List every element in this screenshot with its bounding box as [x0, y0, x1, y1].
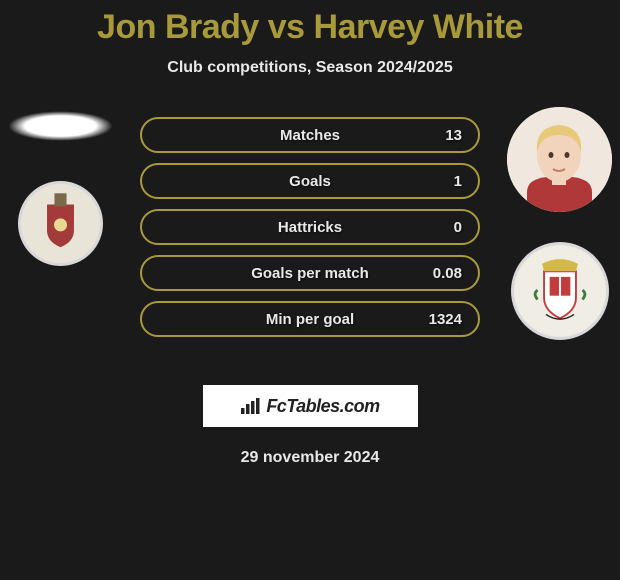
stat-label: Matches — [280, 127, 340, 144]
right-club-crest — [511, 242, 609, 340]
brand-text: FcTables.com — [266, 396, 379, 417]
stat-value-right: 0.08 — [433, 265, 462, 282]
main-area: Matches 13 Goals 1 Hattricks 0 Goals per… — [0, 117, 620, 367]
page-title: Jon Brady vs Harvey White — [0, 8, 620, 47]
stat-label: Goals — [289, 173, 331, 190]
player-face-icon — [507, 107, 612, 212]
brand-box[interactable]: FcTables.com — [203, 385, 418, 427]
bar-chart-icon — [240, 397, 262, 415]
stat-value-right: 1324 — [429, 311, 462, 328]
stat-value-right: 13 — [445, 127, 462, 144]
comparison-card: Jon Brady vs Harvey White Club competiti… — [0, 0, 620, 467]
stat-row-goals-per-match: Goals per match 0.08 — [140, 255, 480, 291]
right-player-photo — [507, 107, 612, 212]
left-player-photo-placeholder — [8, 111, 113, 141]
stat-row-matches: Matches 13 — [140, 117, 480, 153]
date-text: 29 november 2024 — [0, 449, 620, 467]
stat-value-right: 0 — [454, 219, 462, 236]
crest-icon — [21, 184, 100, 263]
left-club-crest — [18, 181, 103, 266]
right-player-column — [507, 107, 612, 340]
subtitle: Club competitions, Season 2024/2025 — [0, 59, 620, 77]
left-player-column — [8, 107, 113, 266]
stat-label: Min per goal — [266, 311, 354, 328]
stat-row-hattricks: Hattricks 0 — [140, 209, 480, 245]
stat-value-right: 1 — [454, 173, 462, 190]
stat-row-goals: Goals 1 — [140, 163, 480, 199]
stat-label: Hattricks — [278, 219, 342, 236]
crest-icon — [514, 245, 606, 337]
stat-label: Goals per match — [251, 265, 369, 282]
stat-row-min-per-goal: Min per goal 1324 — [140, 301, 480, 337]
stats-list: Matches 13 Goals 1 Hattricks 0 Goals per… — [140, 117, 480, 347]
